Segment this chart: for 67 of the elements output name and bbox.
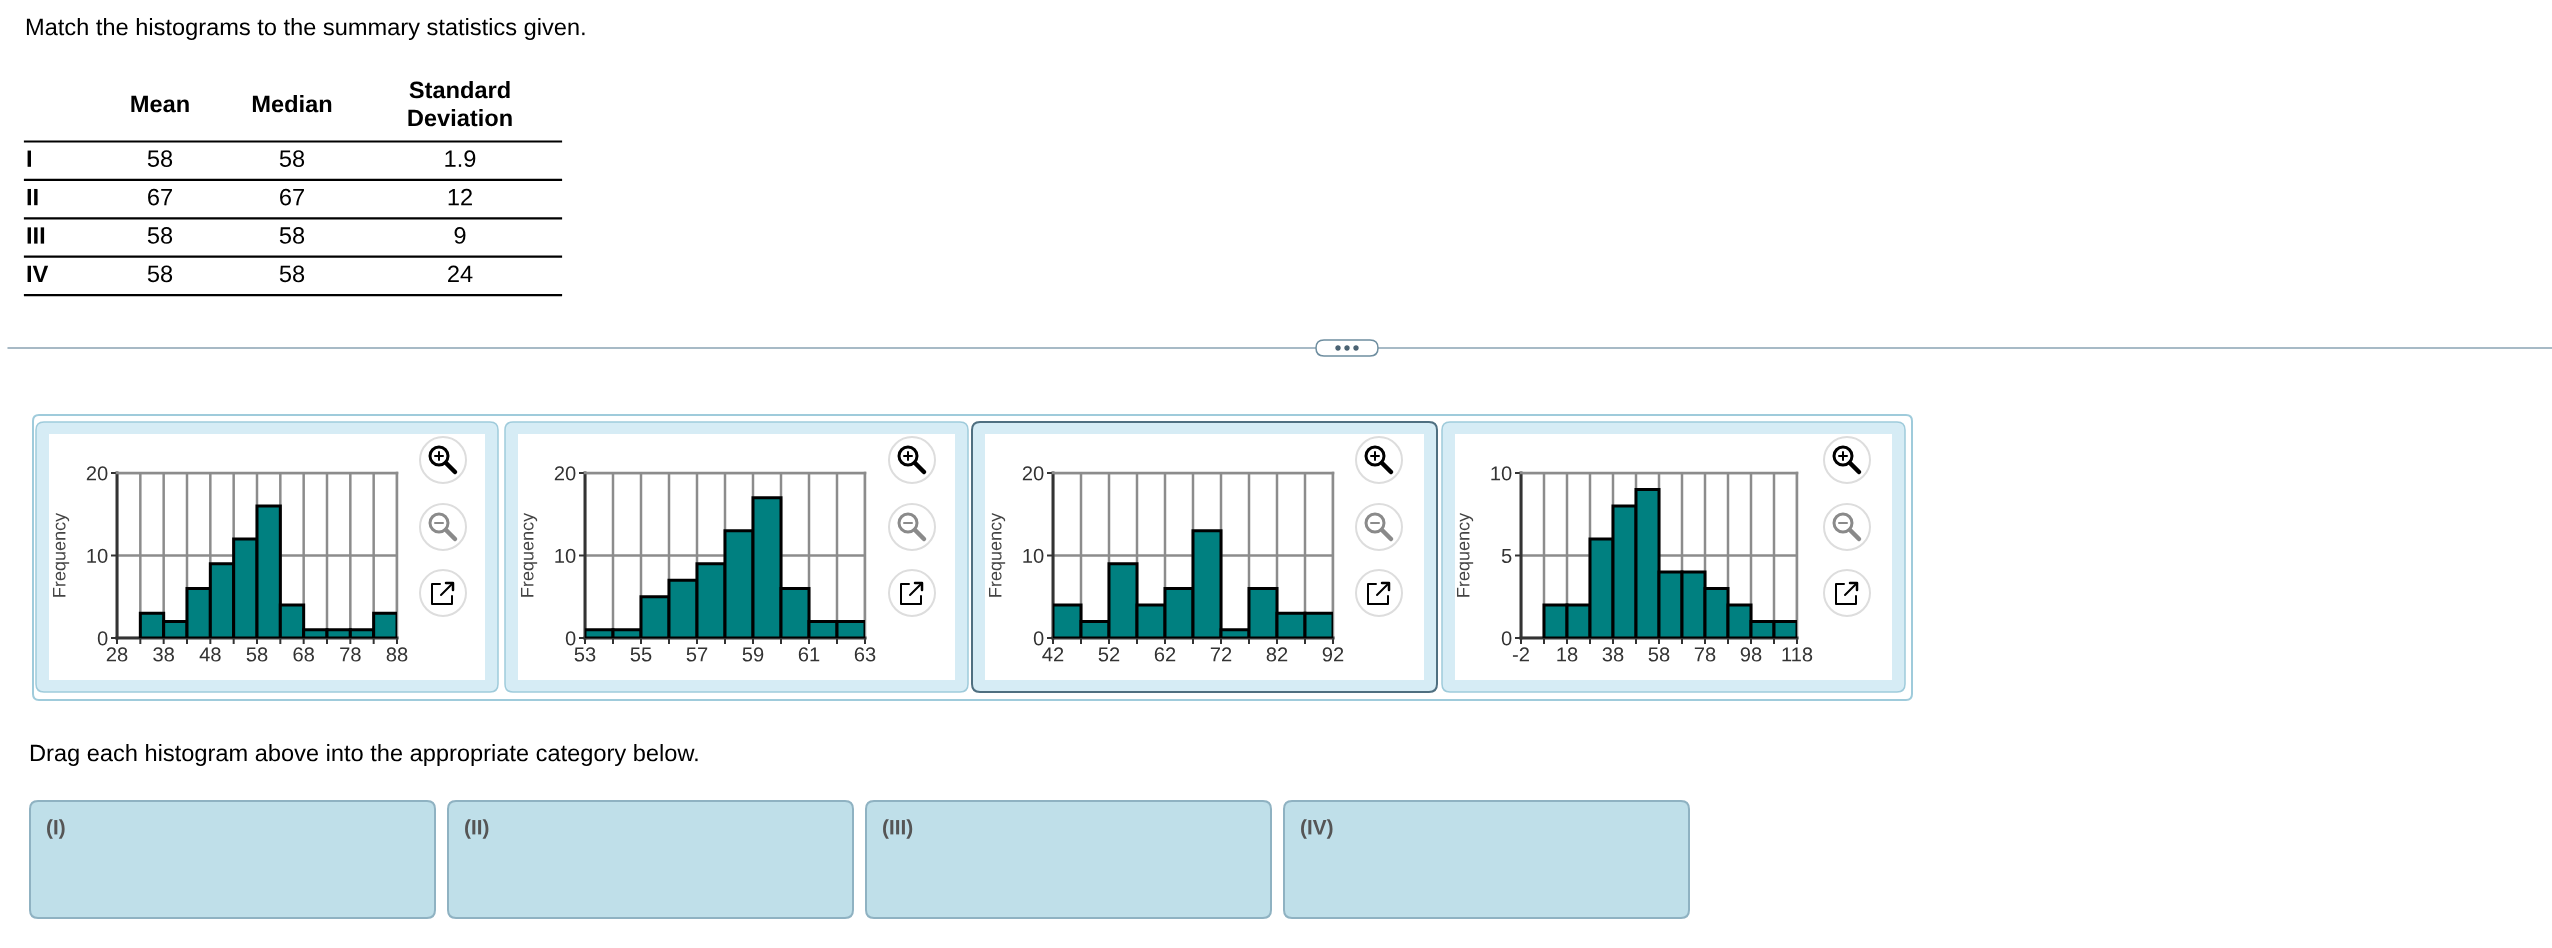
x-tick-label: 72	[1210, 647, 1232, 662]
x-tick-label: 82	[1266, 647, 1288, 662]
y-tick-label: 20	[554, 466, 576, 481]
data-label: 24	[448, 265, 473, 283]
y-axis-title: Frequency	[52, 512, 70, 597]
y-axis-title: Frequency	[988, 512, 1006, 597]
y-tick-label: 10	[1023, 548, 1044, 563]
category-label: IV	[27, 265, 49, 283]
y-tick-label: 10	[1491, 466, 1512, 481]
x-tick-label: 53	[574, 647, 596, 662]
y-axis-title: Frequency	[520, 512, 538, 597]
x-tick-label: 61	[798, 647, 820, 662]
category-label: (I)	[47, 819, 65, 839]
x-tick-label: 52	[1098, 647, 1120, 662]
x-tick-label: 63	[854, 647, 876, 662]
data-label: 9	[454, 227, 466, 244]
x-tick-label: -2	[1512, 647, 1529, 662]
x-tick-label: 92	[1322, 647, 1344, 662]
category-label: III	[27, 227, 45, 244]
text: Standard Deviation	[408, 81, 512, 127]
x-tick-label: 88	[386, 647, 408, 662]
data-label: 58	[147, 227, 173, 244]
y-axis-title: Frequency	[1456, 512, 1474, 597]
text: Drag each histogram above into the appropriate category below.	[30, 743, 698, 767]
data-label: 58	[147, 150, 173, 168]
x-tick-label: 62	[1154, 647, 1176, 662]
category-label: (II)	[465, 819, 489, 839]
x-tick-label: 57	[686, 647, 708, 662]
data-label: 58	[147, 265, 173, 283]
data-label: 1.9	[445, 150, 476, 168]
x-tick-label: 55	[630, 647, 652, 662]
x-tick-label: 58	[1648, 647, 1670, 662]
y-tick-label: 10	[87, 548, 108, 563]
x-tick-label: 18	[1557, 647, 1578, 662]
x-tick-label: 58	[246, 647, 268, 662]
y-tick-label: 0	[1033, 631, 1044, 646]
x-tick-label: 48	[199, 647, 221, 662]
y-tick-label: 20	[86, 466, 108, 481]
data-label: 58	[279, 265, 305, 283]
x-tick-label: 38	[1602, 647, 1624, 662]
x-tick-label: 118	[1782, 647, 1813, 662]
x-tick-label: 78	[1694, 647, 1716, 662]
category-label: (IV)	[1301, 819, 1333, 839]
y-tick-label: 0	[97, 631, 108, 646]
x-tick-label: 59	[742, 647, 764, 662]
category-label: I	[27, 150, 31, 167]
x-tick-label: 42	[1042, 647, 1064, 662]
x-tick-label: 38	[153, 647, 174, 662]
text: Mean	[131, 95, 189, 113]
text: Median	[252, 95, 332, 113]
y-tick-label: 20	[1022, 466, 1044, 481]
x-tick-label: 28	[106, 647, 128, 662]
x-tick-label: 98	[1740, 647, 1762, 662]
data-label: 58	[279, 227, 305, 244]
y-tick-label: 5	[1501, 548, 1512, 563]
y-tick-label: 0	[565, 631, 576, 646]
x-tick-label: 78	[340, 647, 361, 662]
y-tick-label: 0	[1501, 631, 1512, 646]
data-label: 67	[280, 188, 304, 206]
text: Match the histograms to the summary statistics given.	[26, 18, 585, 40]
category-label: (III)	[883, 819, 913, 839]
data-label: 58	[279, 150, 305, 168]
data-label: 12	[448, 188, 472, 206]
y-tick-label: 10	[555, 548, 576, 563]
x-tick-label: 68	[293, 647, 314, 662]
data-label: 67	[148, 188, 172, 206]
category-label: II	[27, 188, 38, 206]
